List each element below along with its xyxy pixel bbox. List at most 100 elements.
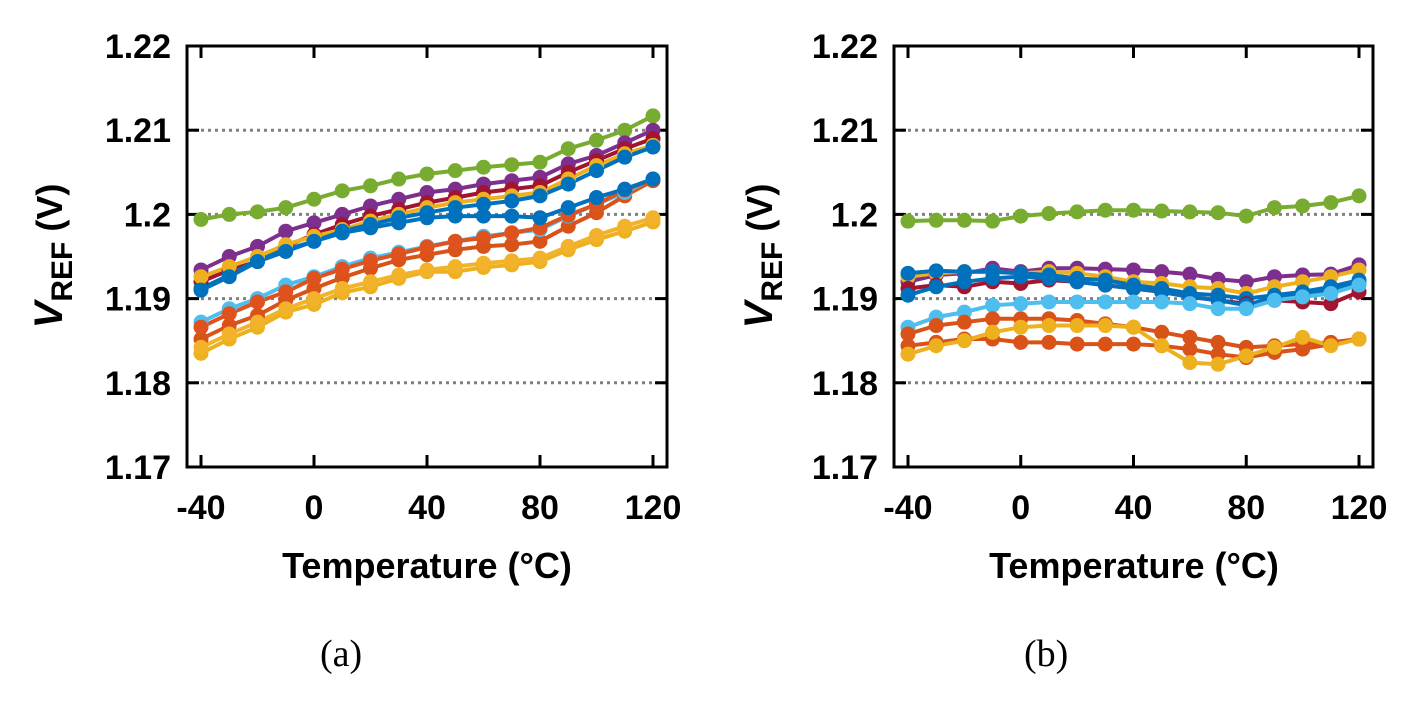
data-point (1295, 329, 1311, 345)
data-point (193, 339, 209, 355)
data-point (334, 223, 350, 239)
data-point (1351, 188, 1367, 204)
data-point (928, 263, 944, 279)
data-point (363, 178, 378, 194)
y-tick-label: 1.22 (105, 28, 171, 66)
y-tick-label: 1.2 (124, 196, 171, 234)
data-point (1210, 334, 1226, 350)
data-point (476, 230, 491, 246)
data-point (1069, 274, 1085, 290)
data-point (1013, 334, 1029, 350)
data-point (1266, 292, 1282, 308)
chart-panel-a: 1.17 1.18 1.19 1.2 1.21 1.22 -40 0 40 80 120 Temper… (27, 28, 681, 586)
data-point (1126, 202, 1141, 218)
data-point (1210, 301, 1226, 317)
x-tick-label: 80 (521, 489, 559, 527)
data-point (1069, 336, 1085, 352)
data-point (1097, 336, 1113, 352)
data-point (532, 154, 548, 170)
data-point (1069, 294, 1085, 310)
data-point (1323, 338, 1339, 354)
data-point (447, 259, 463, 275)
x-tick-label: 0 (1011, 489, 1030, 527)
data-point (278, 223, 294, 239)
data-point (250, 294, 265, 310)
x-tick-label: 40 (408, 489, 446, 527)
x-tick-label: 0 (305, 489, 324, 527)
data-point (1126, 262, 1141, 278)
data-point (956, 314, 972, 330)
data-point (363, 253, 378, 269)
data-point (504, 193, 520, 209)
data-point (1238, 208, 1254, 224)
data-point (250, 254, 265, 270)
data-point (306, 191, 322, 207)
data-point (1295, 198, 1311, 214)
y-tick-label: 1.19 (812, 281, 878, 319)
data-point (447, 200, 463, 216)
data-point (985, 270, 1001, 286)
data-point (1295, 341, 1311, 357)
data-point (504, 253, 520, 269)
x-tick-label: 120 (625, 489, 682, 527)
data-point (504, 237, 520, 253)
data-point (985, 324, 1001, 340)
data-point (1210, 356, 1226, 372)
data-point (1154, 203, 1170, 219)
data-point (1013, 208, 1029, 224)
data-point (1266, 339, 1282, 355)
data-point (221, 206, 237, 222)
data-point (504, 157, 520, 173)
data-point (447, 233, 463, 249)
x-tick-label: -40 (176, 489, 225, 527)
data-point (1182, 204, 1198, 220)
data-point (645, 108, 661, 124)
caption-b: (b) (1024, 633, 1069, 675)
data-point (1097, 277, 1113, 293)
data-point (532, 250, 548, 266)
data-point (1154, 294, 1170, 310)
data-point (1069, 318, 1085, 334)
data-point (221, 326, 237, 342)
data-point (504, 225, 520, 241)
data-point (250, 204, 265, 220)
data-point (1182, 355, 1198, 371)
data-point (476, 208, 491, 224)
y-tick-label: 1.17 (812, 449, 878, 487)
data-point (419, 205, 435, 221)
data-point (617, 181, 633, 197)
data-point (900, 346, 916, 362)
y-axis-title: VREF (V) (27, 184, 79, 329)
data-point (956, 274, 972, 290)
data-point (193, 319, 209, 335)
data-point (985, 297, 1001, 313)
y-tick-label: 1.19 (105, 281, 171, 319)
data-point (589, 132, 604, 148)
data-point (193, 211, 209, 227)
data-point (193, 269, 209, 285)
plot-frame (892, 44, 1375, 469)
x-tick-label: 40 (1115, 489, 1153, 527)
x-tick-label: -40 (883, 489, 932, 527)
data-point (1238, 274, 1254, 290)
series-line (200, 215, 654, 350)
data-point (617, 122, 633, 138)
data-point (363, 217, 378, 233)
data-point (419, 239, 435, 255)
data-point (447, 163, 463, 179)
y-tick-label: 1.2 (831, 196, 878, 234)
data-point (928, 212, 944, 228)
y-tick-label: 1.18 (105, 365, 171, 403)
data-point (391, 267, 407, 283)
data-point (476, 196, 491, 212)
y-tick-label: 1.22 (812, 28, 878, 66)
data-point (1041, 334, 1057, 350)
data-point (1238, 348, 1254, 364)
data-point (985, 213, 1001, 229)
data-point (645, 210, 661, 226)
data-point (1351, 277, 1367, 293)
data-point (1182, 266, 1198, 282)
data-point (985, 311, 1001, 327)
data-point (1126, 319, 1141, 335)
